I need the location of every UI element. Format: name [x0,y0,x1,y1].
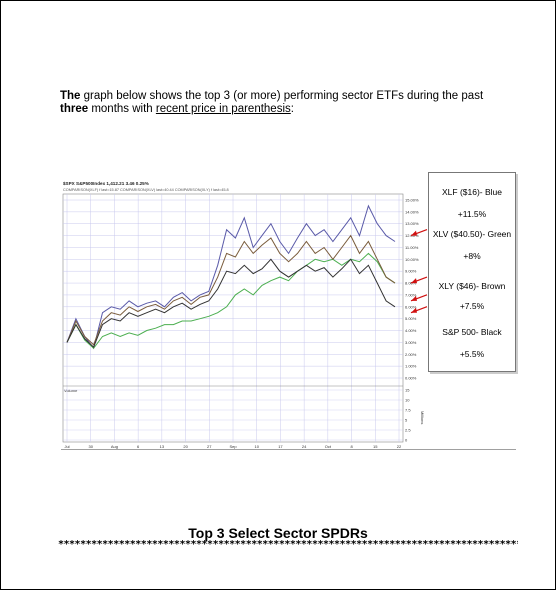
right-axis-tick: 9.00% [405,269,417,274]
right-axis-tick: 8.00% [405,281,417,286]
xlf-line [66,204,396,350]
x-tick-label: 15 [373,444,378,449]
legend-xlf-name: XLF ($16)- Blue [442,187,502,197]
right-axis-tick: 7.00% [405,292,417,297]
right-axis-tick: 13.00% [405,221,419,226]
spx-arrow-head [411,307,417,313]
legend-xlv-name: XLV ($40.50)- Green [432,229,512,239]
right-axis-tick: 11.00% [405,245,419,250]
right-axis-tick: 1.00% [405,364,417,369]
x-tick-label: 10 [254,444,259,449]
legend-xlv-pct: +8% [463,251,481,261]
intro-bold-mid: three [60,103,89,115]
x-tick-label: 22 [397,444,402,449]
legend-xly-pct: +7.5% [459,301,485,311]
chart-legend: XLF ($16)- Blue +11.5% XLV ($40.50)- Gre… [428,172,516,372]
x-tick-label: Jul [64,444,69,449]
x-tick-label: 6 [137,444,140,449]
x-tick-label: 8 [350,444,353,449]
right-axis-tick: 5.00% [405,316,417,321]
volume-tick: 15 [405,388,410,393]
xly-arrow-head [411,295,417,301]
x-tick-label: Oct [325,444,332,449]
intro-underlined-text: recent price in parenthesis [155,103,291,115]
volume-tick: 10 [405,398,410,403]
intro-text-end: : [290,103,294,115]
star-divider: ****************************************… [58,539,518,550]
x-tick-label: 30 [88,444,93,449]
sector-etf-chart: $SPX S&P500Index 1,412.21 3.46 0.25% COMP… [61,181,516,450]
x-tick-label: 20 [183,444,188,449]
x-tick-label: 27 [207,444,212,449]
xlf-arrow-head [411,230,417,236]
intro-bold-start: The [60,90,81,102]
x-tick-label: 17 [278,444,283,449]
spx-line [66,258,396,348]
right-axis-tick: 14.00% [405,209,419,214]
chart-header-line1: $SPX S&P500Index 1,412.21 3.46 0.25% [63,181,149,186]
intro-paragraph: The graph below shows the top 3 (or more… [60,90,510,116]
right-axis-tick: 4.00% [405,328,417,333]
x-tick-label: 13 [160,444,165,449]
right-axis-tick: 0.00% [405,376,417,381]
x-tick-label: 24 [302,444,307,449]
legend-xlf-pct: +11.5% [457,209,487,219]
volume-tick: 7.5 [405,408,411,413]
xlv-arrow-head [411,278,417,284]
volume-tick: 0 [405,438,408,443]
right-axis-tick: 2.00% [405,352,417,357]
xlv-line [66,252,396,350]
chart-header-line2: COMPARISON(XLF) f last=15.87 COMPARISON(… [63,188,229,192]
volume-tick: 2.5 [405,428,411,433]
right-axis-tick: 6.00% [405,304,417,309]
legend-xly-name: XLY ($46)- Brown [438,281,506,291]
volume-unit: Millions [420,411,425,424]
right-axis-tick: 10.00% [405,257,419,262]
xly-line [66,234,396,346]
page-title: Top 3 Select Sector SPDRs [188,525,368,541]
intro-text-2: months with [88,103,156,115]
right-axis-tick: 3.00% [405,340,417,345]
volume-label: Volume [64,388,78,393]
x-tick-label: Sep [229,444,237,449]
right-axis-tick: 15.00% [405,198,419,203]
legend-spx-name: S&P 500- Black [442,327,502,337]
x-tick-label: Aug [111,444,118,449]
intro-text-1: graph below shows the top 3 (or more) pe… [80,90,484,102]
volume-tick: 5 [405,418,408,423]
legend-spx-pct: +5.5% [459,349,485,359]
